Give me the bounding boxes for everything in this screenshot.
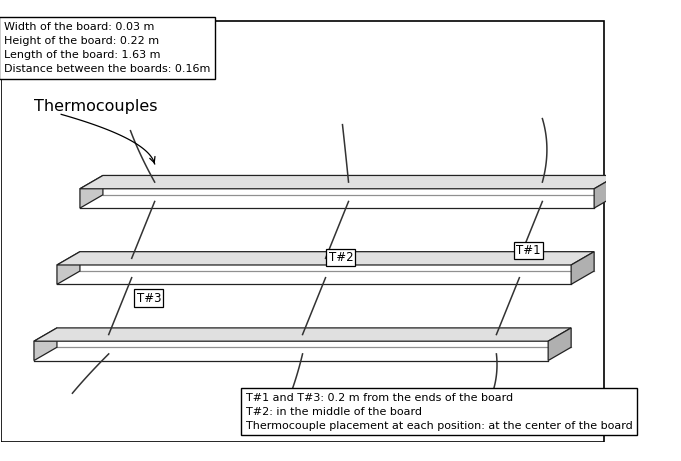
Polygon shape bbox=[571, 252, 594, 284]
Polygon shape bbox=[80, 176, 103, 208]
Polygon shape bbox=[80, 176, 617, 189]
Text: Thermocouples: Thermocouples bbox=[34, 99, 157, 114]
Text: T#3: T#3 bbox=[136, 292, 161, 305]
Text: Width of the board: 0.03 m
Height of the board: 0.22 m
Length of the board: 1.63: Width of the board: 0.03 m Height of the… bbox=[3, 22, 210, 74]
Polygon shape bbox=[34, 328, 571, 341]
Polygon shape bbox=[34, 328, 57, 361]
Text: T#2: T#2 bbox=[328, 251, 353, 264]
Polygon shape bbox=[548, 328, 571, 361]
Text: T#1: T#1 bbox=[516, 244, 541, 257]
Polygon shape bbox=[594, 176, 617, 208]
Polygon shape bbox=[57, 252, 594, 265]
Text: T#1 and T#3: 0.2 m from the ends of the board
T#2: in the middle of the board
Th: T#1 and T#3: 0.2 m from the ends of the … bbox=[246, 393, 633, 431]
Polygon shape bbox=[57, 252, 80, 284]
